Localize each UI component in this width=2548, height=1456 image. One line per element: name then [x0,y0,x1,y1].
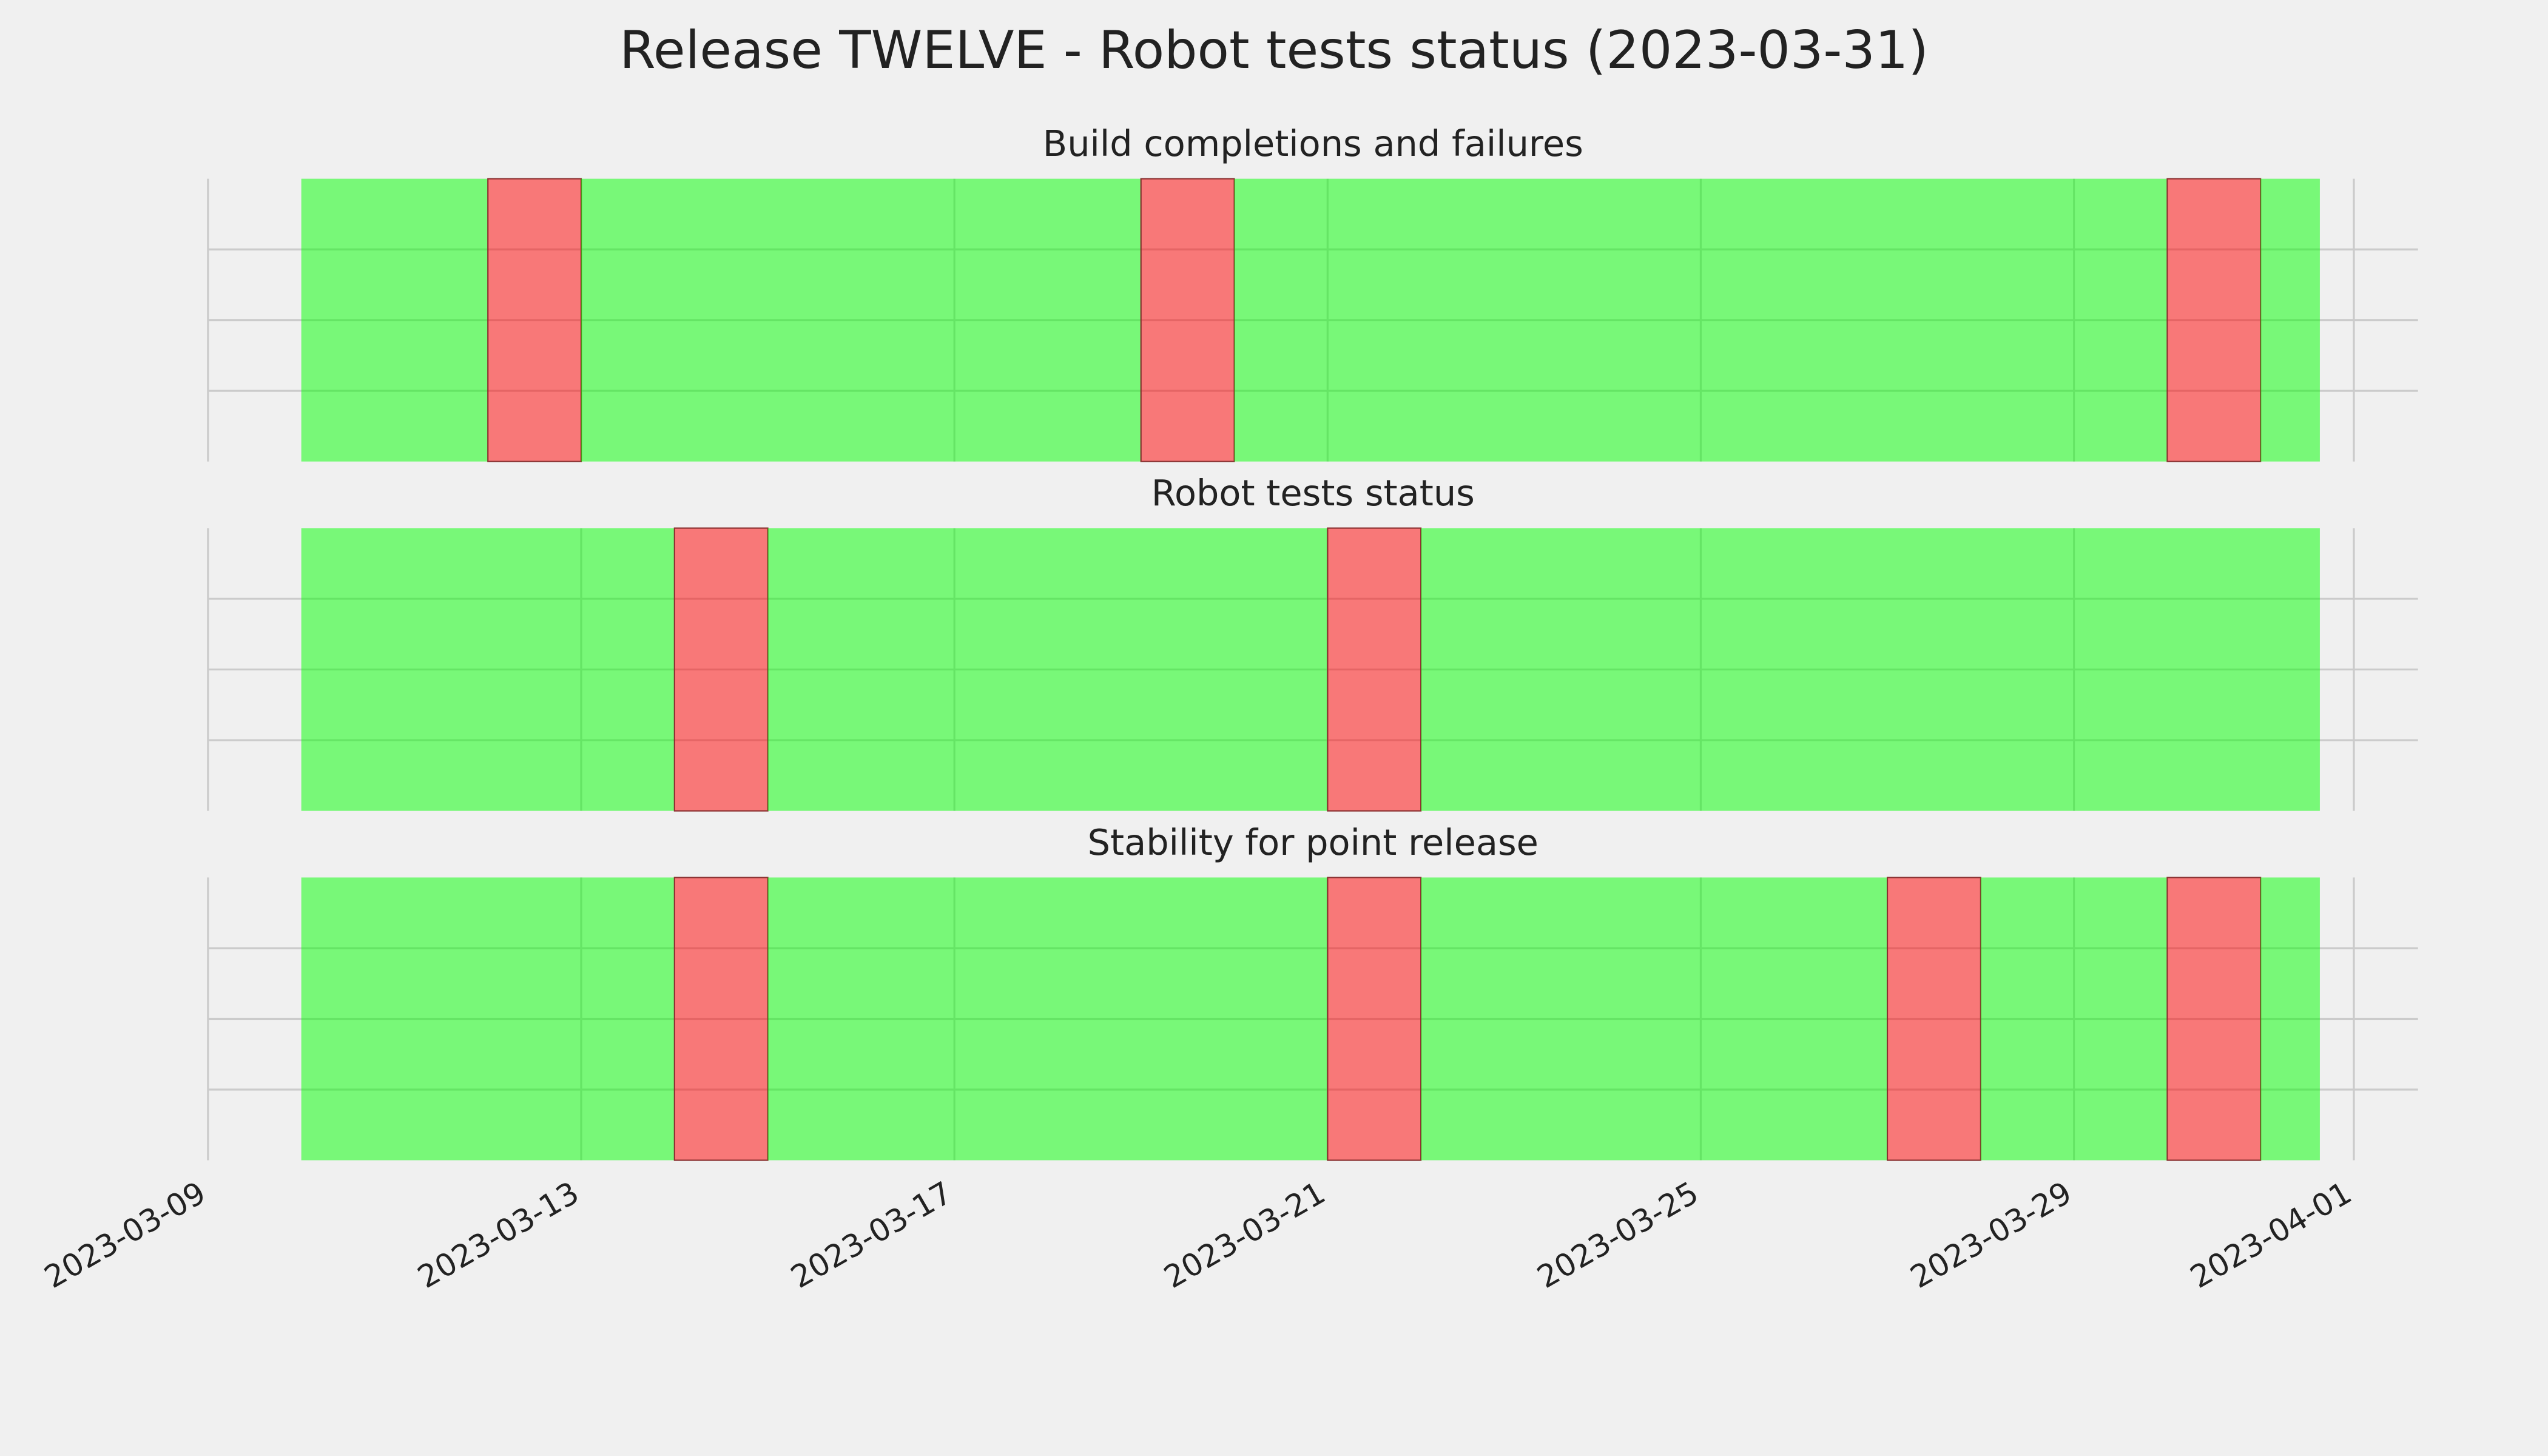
status-segment [1421,877,1888,1161]
status-segment [1980,877,2168,1161]
status-segment [2166,877,2262,1161]
status-segment [673,877,769,1161]
status-segment [1327,527,1422,812]
status-segment [581,178,1141,462]
status-segment [673,527,769,812]
status-segment [2166,178,2262,462]
status-segment [301,877,675,1161]
status-segment [301,528,675,811]
panel-title: Robot tests status [1151,472,1475,514]
status-segment [1327,877,1422,1161]
status-segment [2260,877,2320,1161]
status-segment [767,528,1328,811]
status-segment [2260,178,2320,462]
status-segment [301,178,488,462]
status-segment [1140,178,1235,462]
panel-title: Build completions and failures [1043,123,1583,164]
chart-title: Release TWELVE - Robot tests status (202… [619,20,1929,81]
panel-title: Stability for point release [1088,821,1539,863]
status-segment [767,877,1328,1161]
status-segment [1421,528,2320,811]
status-segment [1234,178,2168,462]
status-segment [487,178,582,462]
status-segment [1886,877,1981,1161]
